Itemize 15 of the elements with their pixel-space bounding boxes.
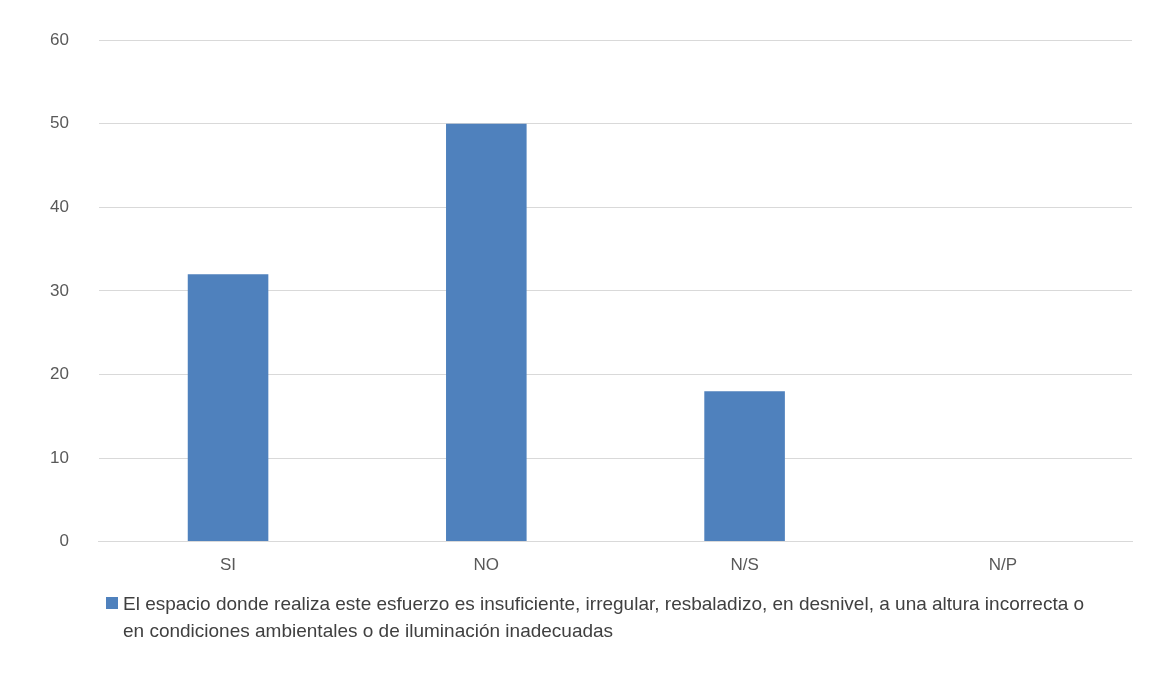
x-tick-label: N/P	[988, 555, 1018, 575]
y-tick-label: 30	[49, 280, 69, 300]
legend-label: El espacio donde realiza este esfuerzo es insuficiente, irregular, resbaladizo, en desnivel, a una altura incorrecta o en condiciones ambientales o de iluminación inadecuadas	[123, 592, 1086, 643]
y-tick-label: 0	[59, 531, 69, 551]
bar	[704, 391, 785, 542]
y-tick-label: 10	[49, 447, 69, 467]
bar	[446, 123, 527, 542]
bar	[187, 274, 269, 542]
y-tick-label: 40	[49, 197, 69, 217]
x-tick-label: SI	[220, 555, 237, 575]
x-tick-label: NO	[473, 555, 500, 575]
x-tick-label: N/S	[730, 555, 759, 575]
y-tick-label: 50	[49, 113, 69, 133]
y-tick-label: 20	[49, 364, 69, 384]
y-tick-label: 60	[49, 29, 69, 49]
